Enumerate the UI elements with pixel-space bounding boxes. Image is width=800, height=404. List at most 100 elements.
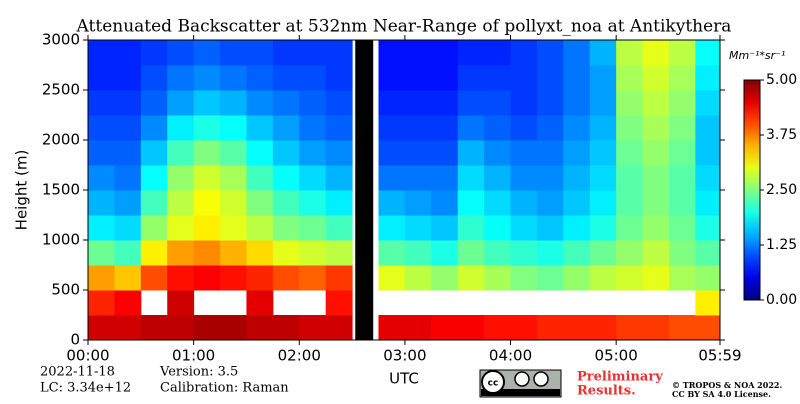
cell xyxy=(404,215,432,241)
cell xyxy=(140,90,168,116)
y-tick-label: 0 xyxy=(70,331,80,349)
cell xyxy=(246,90,274,116)
cell xyxy=(510,40,538,66)
cell xyxy=(536,240,564,266)
cell xyxy=(378,90,406,116)
cell xyxy=(616,165,644,191)
cell xyxy=(510,65,538,91)
cell xyxy=(193,215,221,241)
cell xyxy=(378,65,406,91)
cell xyxy=(220,65,247,91)
cell xyxy=(88,165,115,191)
cell xyxy=(484,165,512,191)
cell xyxy=(114,165,142,191)
cell xyxy=(510,190,538,216)
cell xyxy=(325,265,353,291)
cell xyxy=(193,90,221,116)
cell xyxy=(563,115,591,141)
results: Results. xyxy=(577,384,636,399)
version: Version: 3.5 xyxy=(159,365,238,380)
x-tick-label: 00:00 xyxy=(66,347,109,365)
cell xyxy=(88,90,115,116)
cell xyxy=(642,165,670,191)
cell xyxy=(668,165,696,191)
cell xyxy=(695,65,721,91)
cell xyxy=(272,90,300,116)
cell xyxy=(299,265,327,291)
cell xyxy=(325,140,353,166)
cell xyxy=(563,65,591,91)
cell xyxy=(167,190,195,216)
cell xyxy=(167,115,195,141)
cell xyxy=(299,140,327,166)
cell xyxy=(114,265,142,291)
cell xyxy=(220,240,247,266)
cell xyxy=(378,40,406,66)
cell xyxy=(299,215,327,241)
cell xyxy=(193,140,221,166)
cell xyxy=(325,240,353,266)
cell xyxy=(484,265,512,291)
cell xyxy=(616,90,644,116)
cell xyxy=(484,65,512,91)
cell xyxy=(536,315,564,341)
license: CC BY SA 4.0 License. xyxy=(672,389,771,399)
cell xyxy=(431,40,459,66)
cell xyxy=(88,240,115,266)
cell xyxy=(457,315,485,341)
cell xyxy=(431,140,459,166)
cell xyxy=(140,240,168,266)
cell xyxy=(272,165,300,191)
cell xyxy=(563,90,591,116)
cell xyxy=(616,240,644,266)
cell xyxy=(114,90,142,116)
cell xyxy=(457,190,485,216)
cell xyxy=(484,190,512,216)
cell xyxy=(325,190,353,216)
cell xyxy=(616,115,644,141)
cell xyxy=(695,265,721,291)
cell xyxy=(642,240,670,266)
cell xyxy=(589,190,617,216)
cell xyxy=(404,240,432,266)
cell xyxy=(246,315,274,341)
cell xyxy=(299,240,327,266)
colorbar-tick-label: 1.25 xyxy=(766,237,797,253)
cell xyxy=(167,215,195,241)
cell xyxy=(484,115,512,141)
cell xyxy=(140,165,168,191)
y-tick-label: 500 xyxy=(51,281,80,299)
cell xyxy=(193,265,221,291)
cell xyxy=(536,115,564,141)
x-tick-label: 05:00 xyxy=(595,347,638,365)
cell xyxy=(563,215,591,241)
x-axis-label: UTC xyxy=(389,370,419,388)
cell xyxy=(616,190,644,216)
cell xyxy=(431,90,459,116)
cell xyxy=(616,65,644,91)
cell xyxy=(167,165,195,191)
cell xyxy=(536,140,564,166)
cell xyxy=(114,65,142,91)
cell xyxy=(88,65,115,91)
x-tick-label: 02:00 xyxy=(278,347,321,365)
cell xyxy=(563,190,591,216)
cell xyxy=(325,65,353,91)
cell xyxy=(193,40,221,66)
cell xyxy=(589,315,617,341)
cell xyxy=(325,290,353,316)
cell xyxy=(404,90,432,116)
cell xyxy=(246,65,274,91)
cell xyxy=(510,115,538,141)
cell xyxy=(193,65,221,91)
cell xyxy=(378,265,406,291)
cell xyxy=(536,90,564,116)
cell xyxy=(431,215,459,241)
cell xyxy=(193,190,221,216)
colorbar-label: Mm⁻¹*sr⁻¹ xyxy=(729,49,785,62)
cell xyxy=(404,265,432,291)
cell xyxy=(88,140,115,166)
x-tick-label: 03:00 xyxy=(383,347,426,365)
cell xyxy=(563,315,591,341)
cell xyxy=(299,90,327,116)
